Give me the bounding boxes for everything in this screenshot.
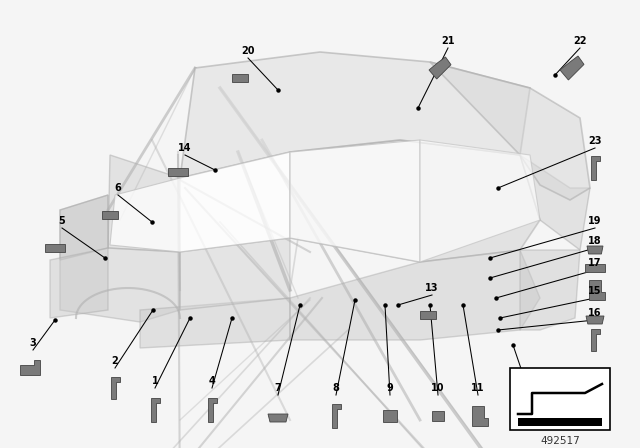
Text: 7: 7 [275, 383, 282, 393]
Text: 14: 14 [179, 143, 192, 153]
Polygon shape [429, 57, 451, 79]
Polygon shape [20, 360, 40, 375]
Polygon shape [290, 250, 540, 340]
Polygon shape [520, 250, 580, 330]
Polygon shape [472, 406, 488, 426]
Polygon shape [108, 155, 180, 252]
Text: 19: 19 [588, 216, 602, 226]
Text: 12: 12 [524, 383, 537, 393]
Polygon shape [151, 398, 160, 422]
Polygon shape [585, 264, 605, 272]
Polygon shape [383, 410, 397, 422]
Text: 15: 15 [588, 286, 602, 296]
Polygon shape [180, 52, 530, 178]
Text: 20: 20 [241, 46, 255, 56]
Polygon shape [60, 195, 180, 322]
Polygon shape [332, 404, 341, 428]
Text: 17: 17 [588, 258, 602, 268]
Polygon shape [140, 298, 290, 348]
Polygon shape [560, 56, 584, 80]
Polygon shape [589, 280, 605, 300]
Polygon shape [591, 156, 600, 180]
Text: 9: 9 [387, 383, 394, 393]
Polygon shape [290, 140, 420, 262]
Polygon shape [45, 244, 65, 252]
Text: 5: 5 [59, 216, 65, 226]
Polygon shape [518, 418, 602, 426]
Polygon shape [110, 152, 290, 252]
Polygon shape [586, 316, 604, 324]
Polygon shape [102, 211, 118, 219]
Polygon shape [232, 74, 248, 82]
Text: 8: 8 [333, 383, 339, 393]
Text: 10: 10 [431, 383, 445, 393]
Polygon shape [168, 168, 188, 176]
Polygon shape [208, 398, 217, 422]
Text: 16: 16 [588, 308, 602, 318]
Polygon shape [290, 140, 540, 262]
Polygon shape [432, 411, 444, 422]
Text: 22: 22 [573, 36, 587, 46]
Polygon shape [420, 311, 436, 319]
FancyBboxPatch shape [510, 368, 610, 430]
Polygon shape [111, 377, 120, 399]
Text: 1: 1 [152, 376, 158, 386]
Text: 4: 4 [209, 376, 216, 386]
Text: 492517: 492517 [540, 436, 580, 446]
Polygon shape [517, 405, 539, 427]
Polygon shape [591, 329, 600, 351]
Text: 6: 6 [115, 183, 122, 193]
Polygon shape [520, 155, 590, 250]
Text: 23: 23 [588, 136, 602, 146]
Text: 11: 11 [471, 383, 484, 393]
Polygon shape [180, 238, 290, 310]
Polygon shape [587, 246, 603, 254]
Polygon shape [420, 140, 540, 262]
Polygon shape [268, 414, 288, 422]
Text: 2: 2 [111, 356, 118, 366]
Polygon shape [430, 62, 590, 200]
Text: 18: 18 [588, 236, 602, 246]
Text: 21: 21 [441, 36, 455, 46]
Polygon shape [60, 195, 108, 260]
Text: 13: 13 [425, 283, 439, 293]
Text: 3: 3 [29, 338, 36, 348]
Polygon shape [50, 248, 108, 318]
